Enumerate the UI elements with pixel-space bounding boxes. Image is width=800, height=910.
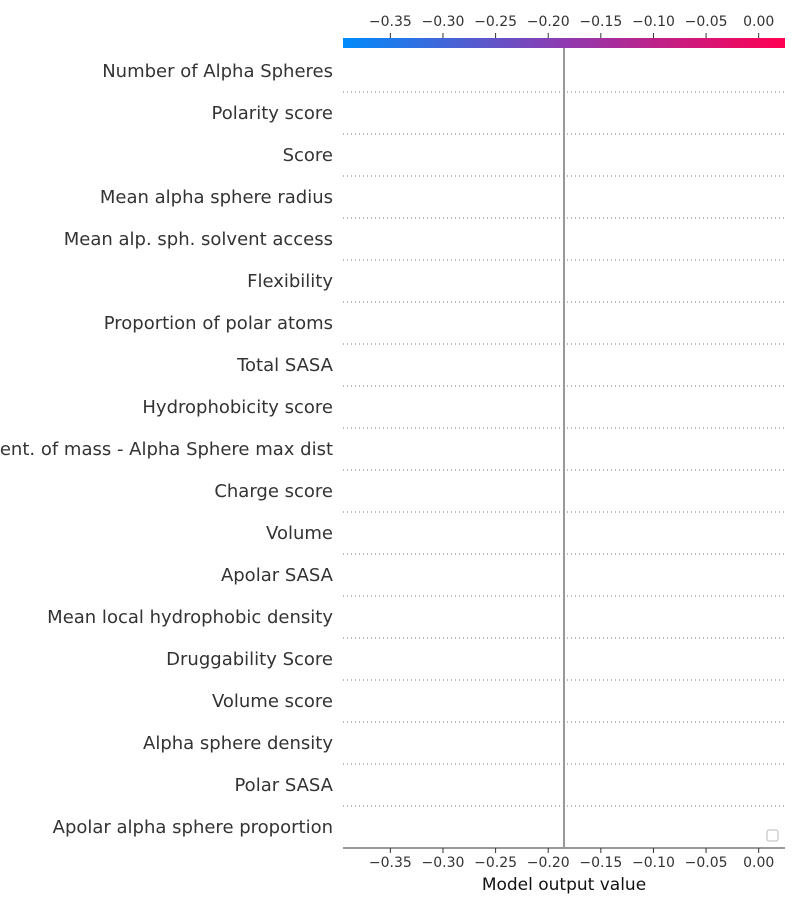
feature-label: Number of Alpha Spheres (102, 61, 333, 82)
top-tick-label: −0.15 (579, 14, 622, 30)
bottom-tick-label: −0.05 (685, 855, 728, 871)
feature-label: Polarity score (212, 103, 333, 124)
feature-label: Mean local hydrophobic density (47, 607, 333, 628)
colorbar (343, 38, 785, 48)
feature-label: Flexibility (247, 271, 333, 292)
feature-label: Mean alp. sph. solvent access (64, 229, 333, 250)
feature-label: Hydrophobicity score (142, 397, 333, 418)
feature-label: Score (283, 145, 333, 166)
feature-label: Apolar SASA (221, 565, 334, 586)
top-tick-label: 0.00 (743, 14, 774, 30)
feature-label: Druggability Score (166, 649, 333, 670)
feature-label: Charge score (214, 481, 333, 502)
feature-label: Apolar alpha sphere proportion (53, 817, 333, 838)
feature-label: Mean alpha sphere radius (100, 187, 333, 208)
bottom-tick-label: −0.10 (632, 855, 675, 871)
top-tick-label: −0.05 (685, 14, 728, 30)
top-tick-label: −0.10 (632, 14, 675, 30)
feature-label: Alpha sphere density (143, 733, 333, 754)
feature-label: Cent. of mass - Alpha Sphere max dist (0, 439, 333, 460)
feature-label: Polar SASA (234, 775, 333, 796)
bottom-tick-label: −0.15 (579, 855, 622, 871)
top-tick-label: −0.30 (422, 14, 465, 30)
legend-checkbox[interactable] (766, 829, 779, 842)
feature-label: Total SASA (236, 355, 334, 376)
bottom-tick-label: 0.00 (743, 855, 774, 871)
top-tick-label: −0.20 (527, 14, 570, 30)
bottom-tick-label: −0.35 (369, 855, 412, 871)
feature-label: Volume (266, 523, 333, 544)
bottom-tick-label: −0.20 (527, 855, 570, 871)
top-tick-label: −0.25 (474, 14, 517, 30)
bottom-tick-label: −0.25 (474, 855, 517, 871)
top-tick-label: −0.35 (369, 14, 412, 30)
feature-label: Volume score (212, 691, 333, 712)
bottom-tick-label: −0.30 (422, 855, 465, 871)
feature-label: Proportion of polar atoms (104, 313, 333, 334)
x-axis-title: Model output value (482, 875, 646, 895)
